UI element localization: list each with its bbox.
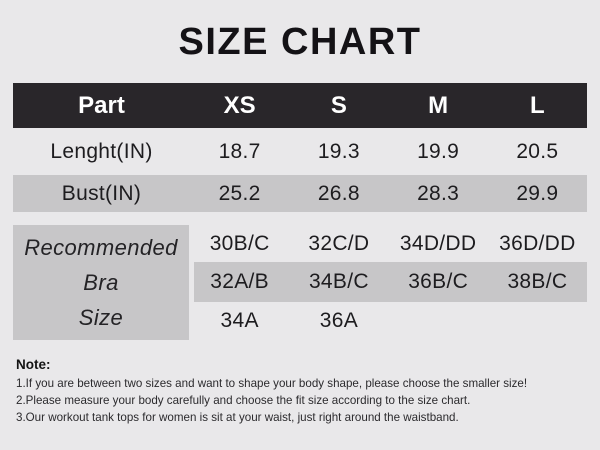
bra2-value-m: 36B/C xyxy=(408,270,469,293)
bra2-value-xs: 32A/B xyxy=(210,270,269,293)
length-value-s: 19.3 xyxy=(317,139,360,163)
length-value-m: 19.9 xyxy=(417,139,460,163)
bra-label-line-3: Size xyxy=(78,304,124,330)
row-label-bust: Bust(IN) xyxy=(61,181,142,205)
size-table: Part XS S M L Lenght(IN) 18.7 19.3 19.9 … xyxy=(13,83,587,340)
bra-label-line-2: Bra xyxy=(83,269,119,295)
table-row-bra-3: 34A 36A xyxy=(13,302,587,340)
note-heading: Note: xyxy=(16,357,51,372)
bust-value-s: 26.8 xyxy=(317,181,360,205)
header-cell-m: M xyxy=(428,91,449,119)
bra-size-label-cell: Recommended Bra Size xyxy=(13,225,189,340)
bra3-value-m xyxy=(389,302,488,340)
row-label-length: Lenght(IN) xyxy=(50,139,153,163)
bra3-value-xs: 34A xyxy=(220,309,259,332)
bra3-value-s: 36A xyxy=(319,309,358,332)
bra-label-line-1: Recommended xyxy=(24,234,178,260)
table-header-row: Part XS S M L xyxy=(13,83,587,128)
header-cell-xs: XS xyxy=(223,91,256,119)
bra3-value-l xyxy=(488,302,587,340)
table-row-length: Lenght(IN) 18.7 19.3 19.9 20.5 xyxy=(13,128,587,175)
header-cell-part: Part xyxy=(78,91,125,119)
bra1-value-s: 32C/D xyxy=(308,231,370,255)
length-value-l: 20.5 xyxy=(516,139,559,163)
bra1-value-xs: 30B/C xyxy=(209,231,270,255)
header-cell-l: L xyxy=(530,91,545,119)
bra-row2-gray-band xyxy=(194,262,587,302)
bust-value-l: 29.9 xyxy=(516,181,559,205)
bra2-value-s: 34B/C xyxy=(308,270,369,293)
table-row-bra-1: 30B/C 32C/D 34D/DD 36D/DD xyxy=(13,225,587,262)
header-cell-s: S xyxy=(330,91,347,119)
bra1-value-l: 36D/DD xyxy=(499,231,576,255)
table-row-bra-2: 32A/B 34B/C 36B/C 38B/C xyxy=(13,262,587,302)
bust-value-m: 28.3 xyxy=(417,181,460,205)
note-item-1: 1.If you are between two sizes and want … xyxy=(16,377,528,390)
page-title: SIZE CHART xyxy=(178,21,422,63)
bust-value-xs: 25.2 xyxy=(218,181,261,205)
table-row-bust: Bust(IN) 25.2 26.8 28.3 29.9 xyxy=(13,175,587,212)
note-section: Note: 1.If you are between two sizes and… xyxy=(16,357,591,426)
length-value-xs: 18.7 xyxy=(218,139,261,163)
bra2-value-l: 38B/C xyxy=(507,270,568,293)
note-item-3: 3.Our workout tank tops for women is sit… xyxy=(16,411,459,424)
note-item-2: 2.Please measure your body carefully and… xyxy=(16,394,471,407)
bra1-value-m: 34D/DD xyxy=(399,231,477,255)
